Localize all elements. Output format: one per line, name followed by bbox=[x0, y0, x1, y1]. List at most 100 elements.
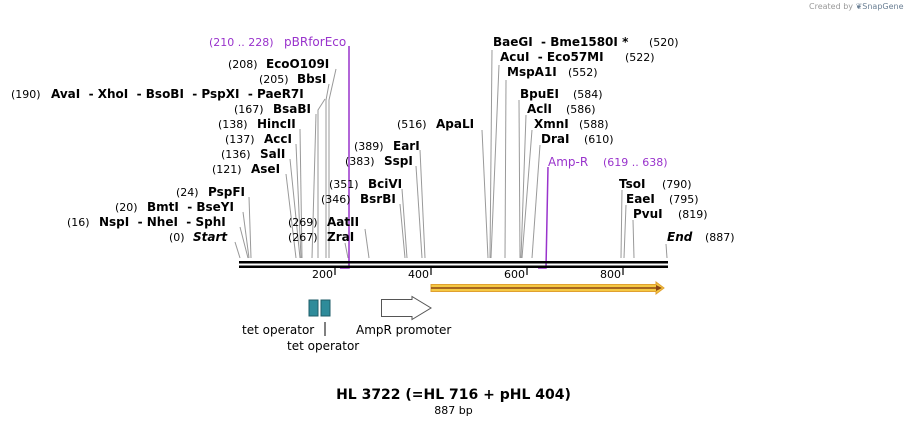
enzyme-site-acli[interactable]: AclI (586) bbox=[527, 102, 596, 116]
svg-text:EaeI: EaeI bbox=[626, 192, 655, 206]
enzyme-site-bsabi[interactable]: (167) BsaBI bbox=[234, 102, 311, 116]
svg-text:BpuEI: BpuEI bbox=[520, 87, 559, 101]
svg-text:(205): (205) bbox=[259, 73, 289, 86]
svg-text:SalI: SalI bbox=[260, 147, 285, 161]
svg-text:(790): (790) bbox=[662, 178, 692, 191]
ruler-tick-600: 600 bbox=[504, 268, 525, 281]
svg-text:TsoI: TsoI bbox=[619, 177, 645, 191]
svg-text:(389): (389) bbox=[354, 140, 384, 153]
svg-text:PvuI: PvuI bbox=[633, 207, 663, 221]
svg-text:BsaBI: BsaBI bbox=[273, 102, 311, 116]
svg-text:BmtI - BseYI: BmtI - BseYI bbox=[147, 200, 234, 214]
ampr-orf-arrow[interactable] bbox=[430, 281, 665, 295]
svg-text:(588): (588) bbox=[579, 118, 609, 131]
svg-text:EcoO109I: EcoO109I bbox=[266, 57, 329, 71]
enzyme-site-apali[interactable]: (516) ApaLI bbox=[397, 117, 474, 131]
enzyme-site-bbsi[interactable]: (205) BbsI bbox=[259, 72, 326, 86]
tet-operator-2-box[interactable] bbox=[320, 299, 331, 317]
tet-operator-2-label: tet operator bbox=[287, 339, 359, 353]
enzyme-site-asei[interactable]: (121) AseI bbox=[212, 162, 280, 176]
tet-operator-1-box[interactable] bbox=[308, 299, 319, 317]
enzyme-site-sali[interactable]: (136) SalI bbox=[221, 147, 285, 161]
svg-text:(887): (887) bbox=[705, 231, 735, 244]
svg-text:NspI - NheI - SphI: NspI - NheI - SphI bbox=[99, 215, 226, 229]
enzyme-site-pvui[interactable]: PvuI (819) bbox=[633, 207, 708, 221]
enzyme-site-xmni[interactable]: XmnI (588) bbox=[534, 117, 609, 131]
svg-text:Amp-R: Amp-R bbox=[548, 155, 588, 169]
primer-ampr-label[interactable]: Amp-R (619 .. 638) bbox=[548, 155, 668, 169]
snapgene-logo-icon: ❦ bbox=[855, 2, 863, 11]
svg-text:(121): (121) bbox=[212, 163, 242, 176]
enzyme-site-pspfi[interactable]: (24) PspFI bbox=[176, 185, 245, 199]
svg-text:(552): (552) bbox=[568, 66, 598, 79]
svg-text:(383): (383) bbox=[345, 155, 375, 168]
svg-text:Start: Start bbox=[193, 230, 228, 244]
enzyme-site-avai-group[interactable]: (190) AvaI - XhoI - BsoBI - PspXI - PaeR… bbox=[11, 87, 304, 101]
svg-text:(138): (138) bbox=[218, 118, 248, 131]
svg-text:ApaLI: ApaLI bbox=[436, 117, 474, 131]
svg-text:(167): (167) bbox=[234, 103, 264, 116]
ruler-tick-800: 800 bbox=[600, 268, 621, 281]
svg-text:AvaI - XhoI - BsoBI - PspXI: AvaI - XhoI - BsoBI - PspXI - PaeR7I bbox=[51, 87, 304, 101]
svg-text:(619 .. 638): (619 .. 638) bbox=[603, 156, 668, 169]
enzyme-site-eari[interactable]: (389) EarI bbox=[354, 139, 420, 153]
sequence-end-label: End (887) bbox=[667, 230, 735, 244]
svg-text:MspA1I: MspA1I bbox=[507, 65, 557, 79]
svg-text:ZraI: ZraI bbox=[327, 230, 354, 244]
svg-text:(269): (269) bbox=[288, 216, 318, 229]
primer-ampr-marker[interactable] bbox=[538, 166, 549, 269]
enzyme-site-ecoo109i[interactable]: (208) EcoO109I bbox=[228, 57, 329, 71]
enzyme-site-bsrbi[interactable]: (346) BsrBI bbox=[321, 192, 396, 206]
svg-text:(190): (190) bbox=[11, 88, 41, 101]
ruler-tick-400: 400 bbox=[408, 268, 429, 281]
svg-text:(137): (137) bbox=[225, 133, 255, 146]
svg-text:(795): (795) bbox=[669, 193, 699, 206]
svg-text:(520): (520) bbox=[649, 36, 679, 49]
svg-text:(351): (351) bbox=[329, 178, 359, 191]
svg-text:BciVI: BciVI bbox=[368, 177, 402, 191]
sequence-start-label: (0) Start bbox=[169, 230, 228, 244]
svg-text:(586): (586) bbox=[566, 103, 596, 116]
enzyme-site-acci[interactable]: (137) AccI bbox=[225, 132, 292, 146]
enzyme-site-zrai[interactable]: (267) ZraI bbox=[288, 230, 354, 244]
enzyme-site-bmti-group[interactable]: (20) BmtI - BseYI bbox=[115, 200, 234, 214]
sequence-size: 887 bp bbox=[434, 404, 473, 417]
dna-backbone bbox=[239, 261, 668, 268]
enzyme-site-aatii[interactable]: (269) AatII bbox=[288, 215, 359, 229]
svg-text:XmnI: XmnI bbox=[534, 117, 569, 131]
svg-text:AclI: AclI bbox=[527, 102, 552, 116]
enzyme-site-drai[interactable]: DraI (610) bbox=[541, 132, 614, 146]
enzyme-site-sspi[interactable]: (383) SspI bbox=[345, 154, 413, 168]
tet-operator-1-label: tet operator bbox=[242, 323, 314, 337]
primer-pbrforeco-label[interactable]: (210 .. 228) pBRforEco bbox=[209, 35, 346, 49]
enzyme-site-bpuei[interactable]: BpuEI (584) bbox=[520, 87, 603, 101]
svg-text:(516): (516) bbox=[397, 118, 427, 131]
enzyme-site-bcivi[interactable]: (351) BciVI bbox=[329, 177, 402, 191]
svg-text:EarI: EarI bbox=[393, 139, 420, 153]
svg-text:AccI: AccI bbox=[264, 132, 292, 146]
enzyme-site-nspi-group[interactable]: (16) NspI - NheI - SphI bbox=[67, 215, 226, 229]
svg-text:(267): (267) bbox=[288, 231, 318, 244]
svg-text:(819): (819) bbox=[678, 208, 708, 221]
ampr-promoter-arrow[interactable] bbox=[381, 295, 432, 321]
map-title: HL 3722 (=HL 716 + pHL 404) bbox=[336, 387, 571, 403]
svg-text:DraI: DraI bbox=[541, 132, 569, 146]
svg-text:HincII: HincII bbox=[257, 117, 296, 131]
enzyme-site-eaei[interactable]: EaeI (795) bbox=[626, 192, 699, 206]
svg-text:AseI: AseI bbox=[251, 162, 280, 176]
enzyme-site-baegi-group[interactable]: BaeGI - Bme1580I * (520) bbox=[493, 35, 679, 49]
enzyme-site-acui-group[interactable]: AcuI - Eco57MI (522) bbox=[500, 50, 655, 64]
enzyme-site-hincii[interactable]: (138) HincII bbox=[218, 117, 296, 131]
enzyme-site-tsoi[interactable]: TsoI (790) bbox=[619, 177, 692, 191]
svg-text:(16): (16) bbox=[67, 216, 90, 229]
svg-text:BaeGI - Bme1580I *: BaeGI - Bme1580I * bbox=[493, 35, 629, 49]
enzyme-site-mspa1i[interactable]: MspA1I (552) bbox=[507, 65, 598, 79]
ampr-promoter-label: AmpR promoter bbox=[356, 323, 451, 337]
svg-text:(0): (0) bbox=[169, 231, 185, 244]
svg-text:(522): (522) bbox=[625, 51, 655, 64]
svg-text:(346): (346) bbox=[321, 193, 351, 206]
ruler-tick-200: 200 bbox=[312, 268, 333, 281]
ruler: 200 400 600 800 bbox=[312, 268, 624, 281]
svg-text:(136): (136) bbox=[221, 148, 251, 161]
